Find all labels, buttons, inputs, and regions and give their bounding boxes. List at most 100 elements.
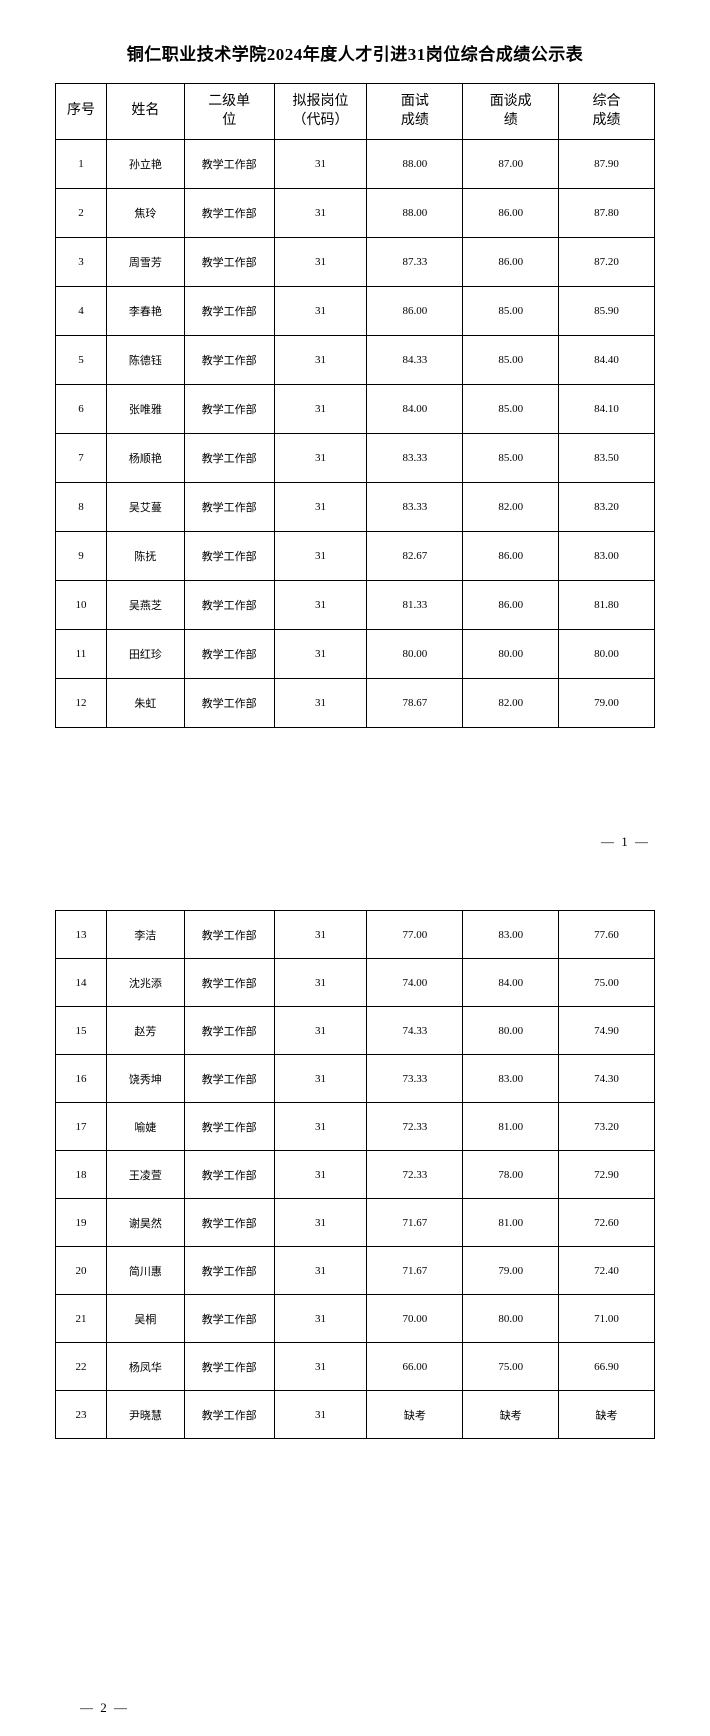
cell-total: 87.90	[559, 140, 655, 189]
cell-total: 72.90	[559, 1151, 655, 1199]
cell-dept: 教学工作部	[184, 581, 274, 630]
cell-dept: 教学工作部	[184, 189, 274, 238]
table-row: 16饶秀坤教学工作部3173.3383.0074.30	[56, 1055, 655, 1103]
cell-total: 74.90	[559, 1007, 655, 1055]
cell-seq: 6	[56, 385, 107, 434]
table-row: 18王凌萱教学工作部3172.3378.0072.90	[56, 1151, 655, 1199]
header-seq: 序号	[56, 84, 107, 140]
cell-seq: 2	[56, 189, 107, 238]
cell-interview: 78.67	[367, 679, 463, 728]
cell-name: 简川惠	[106, 1247, 184, 1295]
cell-total: 72.60	[559, 1199, 655, 1247]
cell-name: 陈抚	[106, 532, 184, 581]
cell-talk: 86.00	[463, 238, 559, 287]
table-header-row: 序号 姓名 二级单位 拟报岗位（代码） 面试成绩 面谈成绩 综合成绩	[56, 84, 655, 140]
cell-talk: 85.00	[463, 434, 559, 483]
cell-pos: 31	[274, 1055, 367, 1103]
cell-seq: 13	[56, 911, 107, 959]
cell-name: 赵芳	[106, 1007, 184, 1055]
cell-dept: 教学工作部	[184, 1343, 274, 1391]
table-row: 5陈德钰教学工作部3184.3385.0084.40	[56, 336, 655, 385]
cell-seq: 4	[56, 287, 107, 336]
cell-pos: 31	[274, 532, 367, 581]
table-row: 11田红珍教学工作部3180.0080.0080.00	[56, 630, 655, 679]
table-row: 13李洁教学工作部3177.0083.0077.60	[56, 911, 655, 959]
cell-interview: 87.33	[367, 238, 463, 287]
table-row: 15赵芳教学工作部3174.3380.0074.90	[56, 1007, 655, 1055]
cell-dept: 教学工作部	[184, 434, 274, 483]
cell-interview: 71.67	[367, 1199, 463, 1247]
cell-name: 田红珍	[106, 630, 184, 679]
page-number-1: — 1 —	[601, 834, 650, 850]
cell-pos: 31	[274, 1343, 367, 1391]
cell-dept: 教学工作部	[184, 385, 274, 434]
cell-talk: 83.00	[463, 1055, 559, 1103]
cell-seq: 16	[56, 1055, 107, 1103]
page-number-2: — 2 —	[80, 1700, 129, 1716]
cell-interview: 88.00	[367, 189, 463, 238]
cell-seq: 9	[56, 532, 107, 581]
cell-total: 缺考	[559, 1391, 655, 1439]
cell-talk: 85.00	[463, 336, 559, 385]
cell-pos: 31	[274, 1295, 367, 1343]
cell-talk: 79.00	[463, 1247, 559, 1295]
cell-name: 吴艾蔓	[106, 483, 184, 532]
cell-name: 杨凤华	[106, 1343, 184, 1391]
cell-interview: 83.33	[367, 434, 463, 483]
cell-interview: 66.00	[367, 1343, 463, 1391]
table-row: 20简川惠教学工作部3171.6779.0072.40	[56, 1247, 655, 1295]
cell-total: 87.20	[559, 238, 655, 287]
results-table-page2: 13李洁教学工作部3177.0083.0077.6014沈兆添教学工作部3174…	[55, 910, 655, 1439]
cell-talk: 80.00	[463, 630, 559, 679]
cell-interview: 74.33	[367, 1007, 463, 1055]
cell-pos: 31	[274, 287, 367, 336]
cell-interview: 82.67	[367, 532, 463, 581]
cell-total: 83.20	[559, 483, 655, 532]
cell-talk: 80.00	[463, 1007, 559, 1055]
cell-interview: 81.33	[367, 581, 463, 630]
cell-dept: 教学工作部	[184, 287, 274, 336]
table-row: 23尹晓慧教学工作部31缺考缺考缺考	[56, 1391, 655, 1439]
cell-talk: 83.00	[463, 911, 559, 959]
cell-pos: 31	[274, 1391, 367, 1439]
table-row: 14沈兆添教学工作部3174.0084.0075.00	[56, 959, 655, 1007]
cell-seq: 19	[56, 1199, 107, 1247]
cell-seq: 22	[56, 1343, 107, 1391]
cell-pos: 31	[274, 1007, 367, 1055]
cell-seq: 17	[56, 1103, 107, 1151]
table-row: 2焦玲教学工作部3188.0086.0087.80	[56, 189, 655, 238]
cell-pos: 31	[274, 336, 367, 385]
cell-interview: 73.33	[367, 1055, 463, 1103]
page-1: 铜仁职业技术学院2024年度人才引进31岗位综合成绩公示表 序号 姓名 二级单位…	[0, 0, 710, 870]
cell-total: 80.00	[559, 630, 655, 679]
cell-seq: 1	[56, 140, 107, 189]
cell-name: 饶秀坤	[106, 1055, 184, 1103]
cell-total: 83.00	[559, 532, 655, 581]
cell-name: 李春艳	[106, 287, 184, 336]
cell-pos: 31	[274, 581, 367, 630]
cell-dept: 教学工作部	[184, 1295, 274, 1343]
cell-dept: 教学工作部	[184, 532, 274, 581]
cell-total: 77.60	[559, 911, 655, 959]
cell-seq: 21	[56, 1295, 107, 1343]
cell-total: 84.10	[559, 385, 655, 434]
results-table-page1: 序号 姓名 二级单位 拟报岗位（代码） 面试成绩 面谈成绩 综合成绩 1孙立艳教…	[55, 83, 655, 728]
cell-total: 79.00	[559, 679, 655, 728]
cell-talk: 86.00	[463, 532, 559, 581]
cell-dept: 教学工作部	[184, 911, 274, 959]
cell-interview: 71.67	[367, 1247, 463, 1295]
cell-talk: 81.00	[463, 1103, 559, 1151]
table-row: 17喻婕教学工作部3172.3381.0073.20	[56, 1103, 655, 1151]
cell-interview: 缺考	[367, 1391, 463, 1439]
table-row: 10吴燕芝教学工作部3181.3386.0081.80	[56, 581, 655, 630]
cell-total: 75.00	[559, 959, 655, 1007]
header-name: 姓名	[106, 84, 184, 140]
cell-dept: 教学工作部	[184, 336, 274, 385]
cell-name: 王凌萱	[106, 1151, 184, 1199]
header-dept: 二级单位	[184, 84, 274, 140]
cell-seq: 7	[56, 434, 107, 483]
cell-total: 87.80	[559, 189, 655, 238]
cell-name: 孙立艳	[106, 140, 184, 189]
cell-pos: 31	[274, 1247, 367, 1295]
cell-dept: 教学工作部	[184, 1055, 274, 1103]
